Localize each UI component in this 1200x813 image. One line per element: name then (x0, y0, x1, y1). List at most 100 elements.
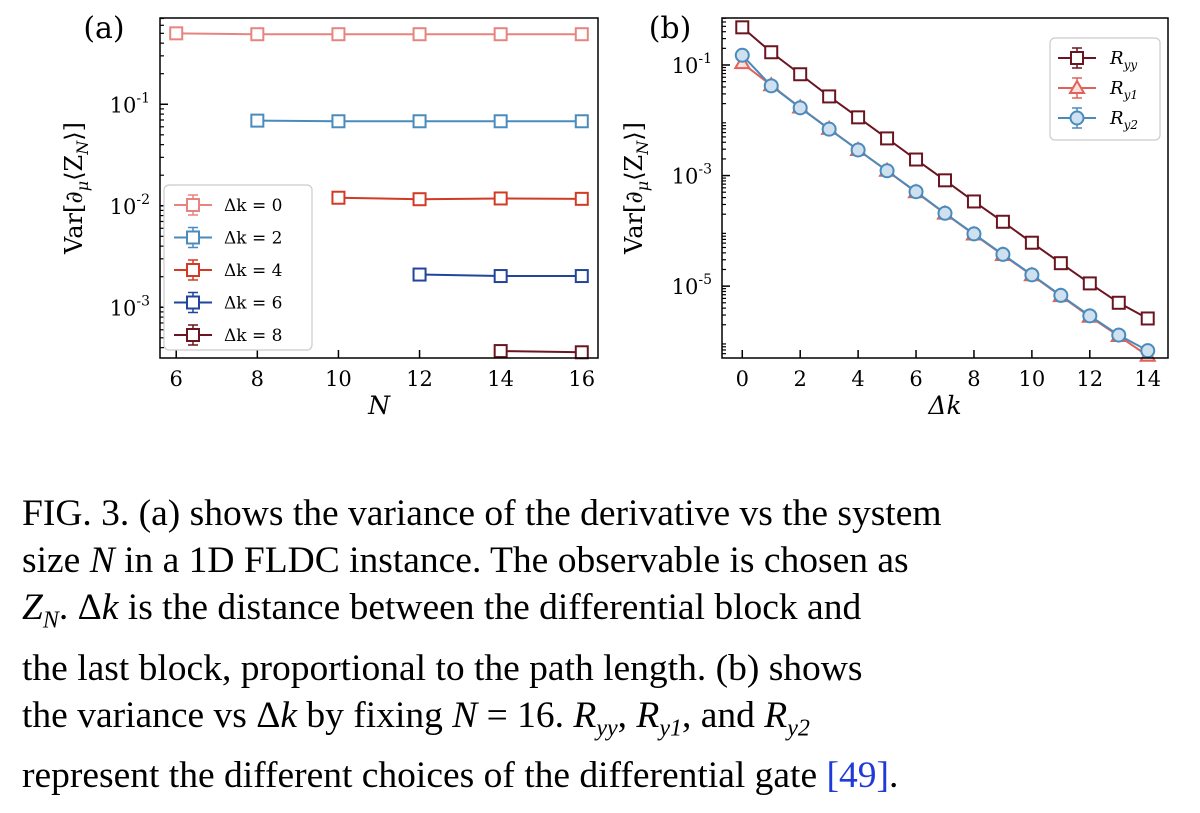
series-0 (735, 20, 1155, 326)
data-point (880, 131, 895, 146)
caption-subscript: y2 (787, 715, 810, 741)
caption-math: k (101, 587, 119, 628)
legend-marker (186, 328, 200, 342)
data-point (879, 163, 895, 179)
data-point (331, 190, 346, 205)
x-tick-label: 8 (251, 367, 264, 391)
legend-marker (186, 230, 200, 245)
series-2 (734, 47, 1156, 359)
data-point (1053, 287, 1069, 303)
data-point (966, 226, 982, 242)
y-axis-label: Var[∂μ⟨ZN⟩] (620, 122, 652, 255)
panel-label: (b) (649, 11, 692, 46)
x-tick-label: 8 (967, 367, 980, 391)
legend-label: Δk = 6 (224, 294, 282, 314)
series-0 (169, 26, 589, 42)
y-tick-label: 10-2 (110, 192, 150, 219)
x-tick-label: 6 (170, 367, 183, 391)
data-point (735, 20, 750, 35)
x-tick-label: 14 (487, 367, 514, 391)
series-line (500, 350, 582, 354)
x-tick-label: 0 (736, 367, 749, 391)
data-point (850, 142, 866, 158)
caption-line: the last block, proportional to the path… (22, 647, 863, 689)
y-tick-label: 10-5 (672, 272, 712, 299)
y-tick-label: 10-1 (672, 51, 712, 78)
data-point (792, 100, 808, 116)
legend-marker (1070, 51, 1084, 65)
legend-label: Ry1 (1109, 78, 1138, 102)
x-axis-label: N (367, 391, 391, 420)
data-point (1082, 308, 1098, 324)
caption-subscript: N (42, 607, 59, 634)
data-point (331, 27, 346, 42)
data-point (995, 214, 1010, 229)
data-point (1140, 343, 1156, 359)
data-point (412, 27, 427, 42)
caption-line: ZN. Δk is the distance between the diffe… (22, 587, 862, 634)
plot-frame (721, 17, 1169, 359)
data-point (574, 114, 589, 129)
series-line (338, 196, 582, 201)
data-point (909, 152, 924, 167)
data-point (821, 121, 837, 137)
data-point (908, 184, 924, 200)
legend-marker (1068, 79, 1086, 94)
panel-label: (a) (83, 11, 124, 46)
data-point (493, 27, 508, 42)
caption-math: R (636, 694, 660, 736)
data-point (793, 67, 808, 82)
x-axis-label: Δk (927, 391, 961, 420)
x-tick-label: 10 (325, 367, 352, 391)
data-point (1140, 311, 1155, 326)
data-point (574, 269, 589, 284)
data-point (574, 345, 589, 360)
legend-label: Δk = 0 (224, 196, 282, 216)
x-tick-label: 6 (909, 367, 922, 391)
legend-marker (186, 295, 200, 310)
caption-subscript: y1 (659, 715, 682, 741)
data-point (764, 45, 779, 60)
chart-panel-a: (a) 10-1 10-2 10-3 6 8 10 12 14 16 N Var[∂μ⟨ZN⟩] Δk … (60, 11, 599, 420)
legend-label: Ryy (1109, 48, 1137, 72)
data-point (763, 78, 779, 94)
caption-line: FIG. 3. (a) shows the variance of the de… (22, 493, 942, 534)
caption-math: R (764, 694, 788, 736)
y-axis-label: Var[∂μ⟨ZN⟩] (60, 122, 92, 255)
series-1 (250, 113, 589, 129)
y-tick-label: 10-1 (110, 90, 150, 117)
x-tick-label: 12 (1076, 367, 1103, 391)
caption-line: size N in a 1D FLDC instance. The observ… (22, 540, 909, 581)
data-point (412, 114, 427, 129)
legend-label: Δk = 4 (224, 261, 282, 281)
citation-link[interactable]: [49] (826, 755, 889, 796)
caption-math: N (452, 694, 478, 736)
figure: (a) 10-1 10-2 10-3 6 8 10 12 14 16 N Var[∂μ⟨ZN⟩] Δk … (60, 11, 1169, 420)
data-point (493, 114, 508, 129)
data-point (493, 191, 508, 206)
data-point (250, 27, 265, 42)
figure-caption: FIG. 3. (a) shows the variance of the de… (22, 490, 1182, 799)
data-point (938, 173, 952, 188)
series-4 (493, 344, 589, 360)
data-point (995, 246, 1011, 262)
legend-marker (186, 198, 200, 212)
caption-math: N (89, 540, 115, 581)
legend-marker (1069, 110, 1085, 126)
plot-frame (159, 17, 599, 359)
data-point (169, 26, 184, 41)
series-line (176, 32, 582, 36)
data-point (822, 89, 837, 104)
legend-label: Δk = 2 (224, 229, 282, 249)
x-tick-label: 14 (1134, 367, 1161, 391)
caption-line: represent the different choices of the d… (22, 755, 899, 796)
data-point (574, 191, 589, 206)
caption-line: the variance vs Δk by fixing N = 16. Ryy… (22, 694, 810, 742)
chart-panel-b: (b) 10-1 10-3 10-5 0 2 4 6 8 10 12 14 Δk Var[∂μ⟨ZN⟩] R… (620, 11, 1169, 420)
data-point (1111, 327, 1127, 343)
y-tick-label: 10-3 (672, 162, 712, 189)
y-tick-label: 10-3 (110, 293, 150, 320)
data-point (1024, 235, 1039, 250)
caption-math: Z (22, 587, 43, 628)
x-tick-label: 10 (1019, 367, 1046, 391)
